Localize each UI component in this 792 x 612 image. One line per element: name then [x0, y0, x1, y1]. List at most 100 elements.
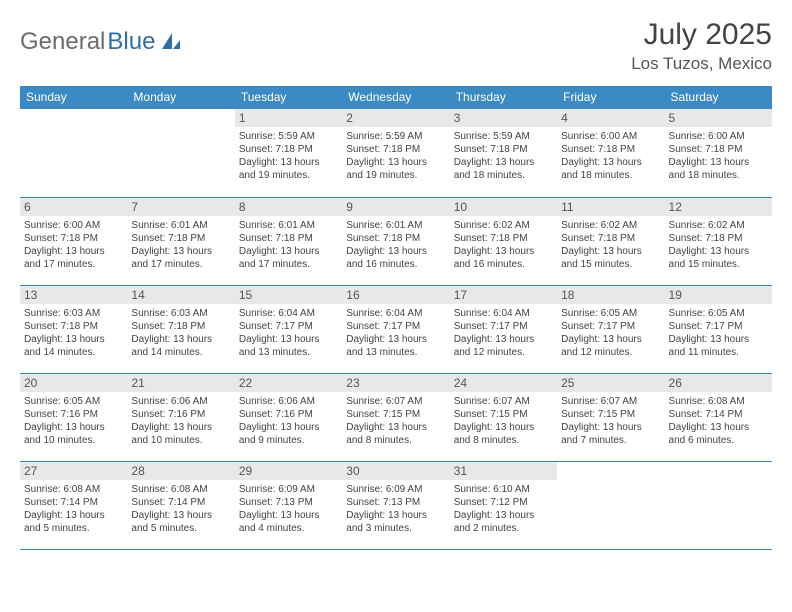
day-cell: 3 Sunrise: 5:59 AMSunset: 7:18 PMDaylight… [450, 109, 557, 197]
day-cell: 24 Sunrise: 6:07 AMSunset: 7:15 PMDayligh… [450, 373, 557, 461]
day-cell: 23Sunrise: 6:07 AMSunset: 7:15 PMDayligh… [342, 373, 449, 461]
day-info: Sunrise: 6:09 AMSunset: 7:13 PMDaylight:… [239, 483, 338, 535]
title-block: July 2025 Los Tuzos, Mexico [631, 18, 772, 74]
day-info: Sunrise: 6:04 AMSunset: 7:17 PMDaylight:… [346, 307, 445, 359]
day-info: Sunrise: 6:07 AMSunset: 7:15 PMDaylight:… [561, 395, 660, 447]
week-row: 27Sunrise: 6:08 AMSunset: 7:14 PMDayligh… [20, 461, 772, 549]
day-info: Sunrise: 5:59 AMSunset: 7:18 PMDaylight:… [454, 130, 553, 182]
week-row: 6 Sunrise: 6:00 AMSunset: 7:18 PMDaylight… [20, 197, 772, 285]
day-number: 31 [450, 462, 557, 480]
day-number: 15 [235, 286, 342, 304]
day-cell: 21Sunrise: 6:06 AMSunset: 7:16 PMDayligh… [127, 373, 234, 461]
day-info: Sunrise: 6:02 AMSunset: 7:18 PMDaylight:… [561, 219, 660, 271]
location: Los Tuzos, Mexico [631, 54, 772, 74]
day-number: 30 [342, 462, 449, 480]
day-info: Sunrise: 6:09 AMSunset: 7:13 PMDaylight:… [346, 483, 445, 535]
day-cell: 5Sunrise: 6:00 AMSunset: 7:18 PMDaylight… [665, 109, 772, 197]
day-number: 7 [127, 198, 234, 216]
day-info: Sunrise: 6:03 AMSunset: 7:18 PMDaylight:… [24, 307, 123, 359]
day-info: Sunrise: 6:00 AMSunset: 7:18 PMDaylight:… [561, 130, 660, 182]
day-number: 13 [20, 286, 127, 304]
day-cell: 22Sunrise: 6:06 AMSunset: 7:16 PMDayligh… [235, 373, 342, 461]
day-cell: 31 Sunrise: 6:10 AMSunset: 7:12 PMDayligh… [450, 461, 557, 549]
day-cell: 28 Sunrise: 6:08 AMSunset: 7:14 PMDayligh… [127, 461, 234, 549]
day-cell: 29 Sunrise: 6:09 AMSunset: 7:13 PMDayligh… [235, 461, 342, 549]
day-number: 6 [20, 198, 127, 216]
day-number: 25 [557, 374, 664, 392]
day-cell: 17 Sunrise: 6:04 AMSunset: 7:17 PMDayligh… [450, 285, 557, 373]
day-cell: 1Sunrise: 5:59 AMSunset: 7:18 PMDaylight… [235, 109, 342, 197]
day-number: 26 [665, 374, 772, 392]
day-cell: 9 Sunrise: 6:01 AMSunset: 7:18 PMDaylight… [342, 197, 449, 285]
day-cell: 26Sunrise: 6:08 AMSunset: 7:14 PMDayligh… [665, 373, 772, 461]
day-cell: 11Sunrise: 6:02 AMSunset: 7:18 PMDayligh… [557, 197, 664, 285]
day-cell [20, 109, 127, 197]
day-number [127, 109, 234, 127]
day-info: Sunrise: 6:05 AMSunset: 7:17 PMDaylight:… [561, 307, 660, 359]
day-number: 19 [665, 286, 772, 304]
day-cell: 12 Sunrise: 6:02 AMSunset: 7:18 PMDayligh… [665, 197, 772, 285]
day-cell: 25 Sunrise: 6:07 AMSunset: 7:15 PMDayligh… [557, 373, 664, 461]
day-number: 14 [127, 286, 234, 304]
logo: GeneralBlue [20, 18, 182, 56]
day-cell: 10Sunrise: 6:02 AMSunset: 7:18 PMDayligh… [450, 197, 557, 285]
day-cell: 18Sunrise: 6:05 AMSunset: 7:17 PMDayligh… [557, 285, 664, 373]
day-header: Sunday [20, 86, 127, 109]
day-info: Sunrise: 6:03 AMSunset: 7:18 PMDaylight:… [131, 307, 230, 359]
header: GeneralBlue July 2025 Los Tuzos, Mexico [20, 18, 772, 74]
day-info: Sunrise: 6:08 AMSunset: 7:14 PMDaylight:… [131, 483, 230, 535]
day-number: 20 [20, 374, 127, 392]
sail-icon [160, 31, 182, 54]
day-number: 8 [235, 198, 342, 216]
day-cell: 6 Sunrise: 6:00 AMSunset: 7:18 PMDaylight… [20, 197, 127, 285]
day-cell: 20 Sunrise: 6:05 AMSunset: 7:16 PMDayligh… [20, 373, 127, 461]
day-number: 9 [342, 198, 449, 216]
day-number: 3 [450, 109, 557, 127]
day-cell: 2Sunrise: 5:59 AMSunset: 7:18 PMDaylight… [342, 109, 449, 197]
day-number: 17 [450, 286, 557, 304]
logo-text-2: Blue [107, 28, 155, 56]
day-info: Sunrise: 6:05 AMSunset: 7:17 PMDaylight:… [669, 307, 768, 359]
day-header: Monday [127, 86, 234, 109]
day-number: 10 [450, 198, 557, 216]
day-cell [127, 109, 234, 197]
day-info: Sunrise: 6:01 AMSunset: 7:18 PMDaylight:… [346, 219, 445, 271]
day-cell [665, 461, 772, 549]
day-info: Sunrise: 6:01 AMSunset: 7:18 PMDaylight:… [131, 219, 230, 271]
day-number: 16 [342, 286, 449, 304]
day-cell: 15 Sunrise: 6:04 AMSunset: 7:17 PMDayligh… [235, 285, 342, 373]
day-number: 29 [235, 462, 342, 480]
day-cell [557, 461, 664, 549]
day-cell: 7 Sunrise: 6:01 AMSunset: 7:18 PMDaylight… [127, 197, 234, 285]
week-row: 1Sunrise: 5:59 AMSunset: 7:18 PMDaylight… [20, 109, 772, 197]
day-number: 27 [20, 462, 127, 480]
day-cell: 4Sunrise: 6:00 AMSunset: 7:18 PMDaylight… [557, 109, 664, 197]
month-title: July 2025 [631, 18, 772, 52]
day-header: Tuesday [235, 86, 342, 109]
day-cell: 13 Sunrise: 6:03 AMSunset: 7:18 PMDayligh… [20, 285, 127, 373]
day-info: Sunrise: 6:02 AMSunset: 7:18 PMDaylight:… [669, 219, 768, 271]
day-number: 28 [127, 462, 234, 480]
day-cell: 30 Sunrise: 6:09 AMSunset: 7:13 PMDayligh… [342, 461, 449, 549]
day-header: Thursday [450, 86, 557, 109]
day-info: Sunrise: 6:00 AMSunset: 7:18 PMDaylight:… [669, 130, 768, 182]
week-row: 13Sunrise: 6:03 AMSunset: 7:18 PMDayligh… [20, 285, 772, 373]
day-info: Sunrise: 6:00 AMSunset: 7:18 PMDaylight:… [24, 219, 123, 271]
day-cell: 27Sunrise: 6:08 AMSunset: 7:14 PMDayligh… [20, 461, 127, 549]
day-cell: 19 Sunrise: 6:05 AMSunset: 7:17 PMDayligh… [665, 285, 772, 373]
logo-text-1: General [20, 28, 105, 56]
day-info: Sunrise: 6:06 AMSunset: 7:16 PMDaylight:… [239, 395, 338, 447]
day-info: Sunrise: 6:05 AMSunset: 7:16 PMDaylight:… [24, 395, 123, 447]
calendar-table: Sunday Monday Tuesday Wednesday Thursday… [20, 86, 772, 550]
day-number: 12 [665, 198, 772, 216]
day-number: 21 [127, 374, 234, 392]
day-cell: 8 Sunrise: 6:01 AMSunset: 7:18 PMDaylight… [235, 197, 342, 285]
day-info: Sunrise: 6:04 AMSunset: 7:17 PMDaylight:… [454, 307, 553, 359]
week-row: 20 Sunrise: 6:05 AMSunset: 7:16 PMDayligh… [20, 373, 772, 461]
day-header: Saturday [665, 86, 772, 109]
day-number: 24 [450, 374, 557, 392]
day-info: Sunrise: 6:01 AMSunset: 7:18 PMDaylight:… [239, 219, 338, 271]
day-info: Sunrise: 6:07 AMSunset: 7:15 PMDaylight:… [454, 395, 553, 447]
day-info: Sunrise: 6:10 AMSunset: 7:12 PMDaylight:… [454, 483, 553, 535]
day-info: Sunrise: 6:04 AMSunset: 7:17 PMDaylight:… [239, 307, 338, 359]
